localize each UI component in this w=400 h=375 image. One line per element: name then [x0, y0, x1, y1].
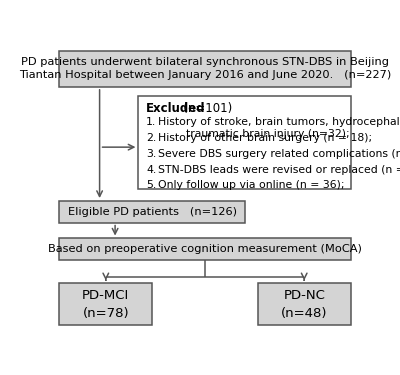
Text: PD-MCI
(n=78): PD-MCI (n=78) — [82, 289, 130, 320]
Text: Only follow up via online (n = 36);: Only follow up via online (n = 36); — [158, 180, 344, 190]
Text: History of other brain surgery (n = 18);: History of other brain surgery (n = 18); — [158, 133, 372, 143]
Text: STN-DBS leads were revised or replaced (n = 8);: STN-DBS leads were revised or replaced (… — [158, 165, 400, 174]
FancyBboxPatch shape — [59, 238, 351, 260]
Text: 2.: 2. — [146, 133, 156, 143]
Text: (n=101): (n=101) — [172, 102, 233, 115]
Text: Severe DBS surgery related complications (n = 7);: Severe DBS surgery related complications… — [158, 148, 400, 159]
Text: PD-NC
(n=48): PD-NC (n=48) — [281, 289, 328, 320]
Text: History of stroke, brain tumors, hydrocephalus,
        traumatic brain injury (: History of stroke, brain tumors, hydroce… — [158, 117, 400, 139]
FancyBboxPatch shape — [138, 96, 351, 189]
Text: 4.: 4. — [146, 165, 156, 174]
Text: 3.: 3. — [146, 148, 156, 159]
Text: Based on preoperative cognition measurement (MoCA): Based on preoperative cognition measurem… — [48, 244, 362, 254]
FancyBboxPatch shape — [59, 51, 351, 87]
Text: Excluded: Excluded — [146, 102, 206, 115]
Text: 1.: 1. — [146, 117, 156, 127]
FancyBboxPatch shape — [59, 201, 245, 223]
Text: Eligible PD patients   (n=126): Eligible PD patients (n=126) — [68, 207, 237, 217]
FancyBboxPatch shape — [258, 283, 351, 325]
Text: 5.: 5. — [146, 180, 156, 190]
Text: PD patients underwent bilateral synchronous STN-DBS in Beijing
Tiantan Hospital : PD patients underwent bilateral synchron… — [19, 57, 391, 80]
FancyBboxPatch shape — [59, 283, 152, 325]
